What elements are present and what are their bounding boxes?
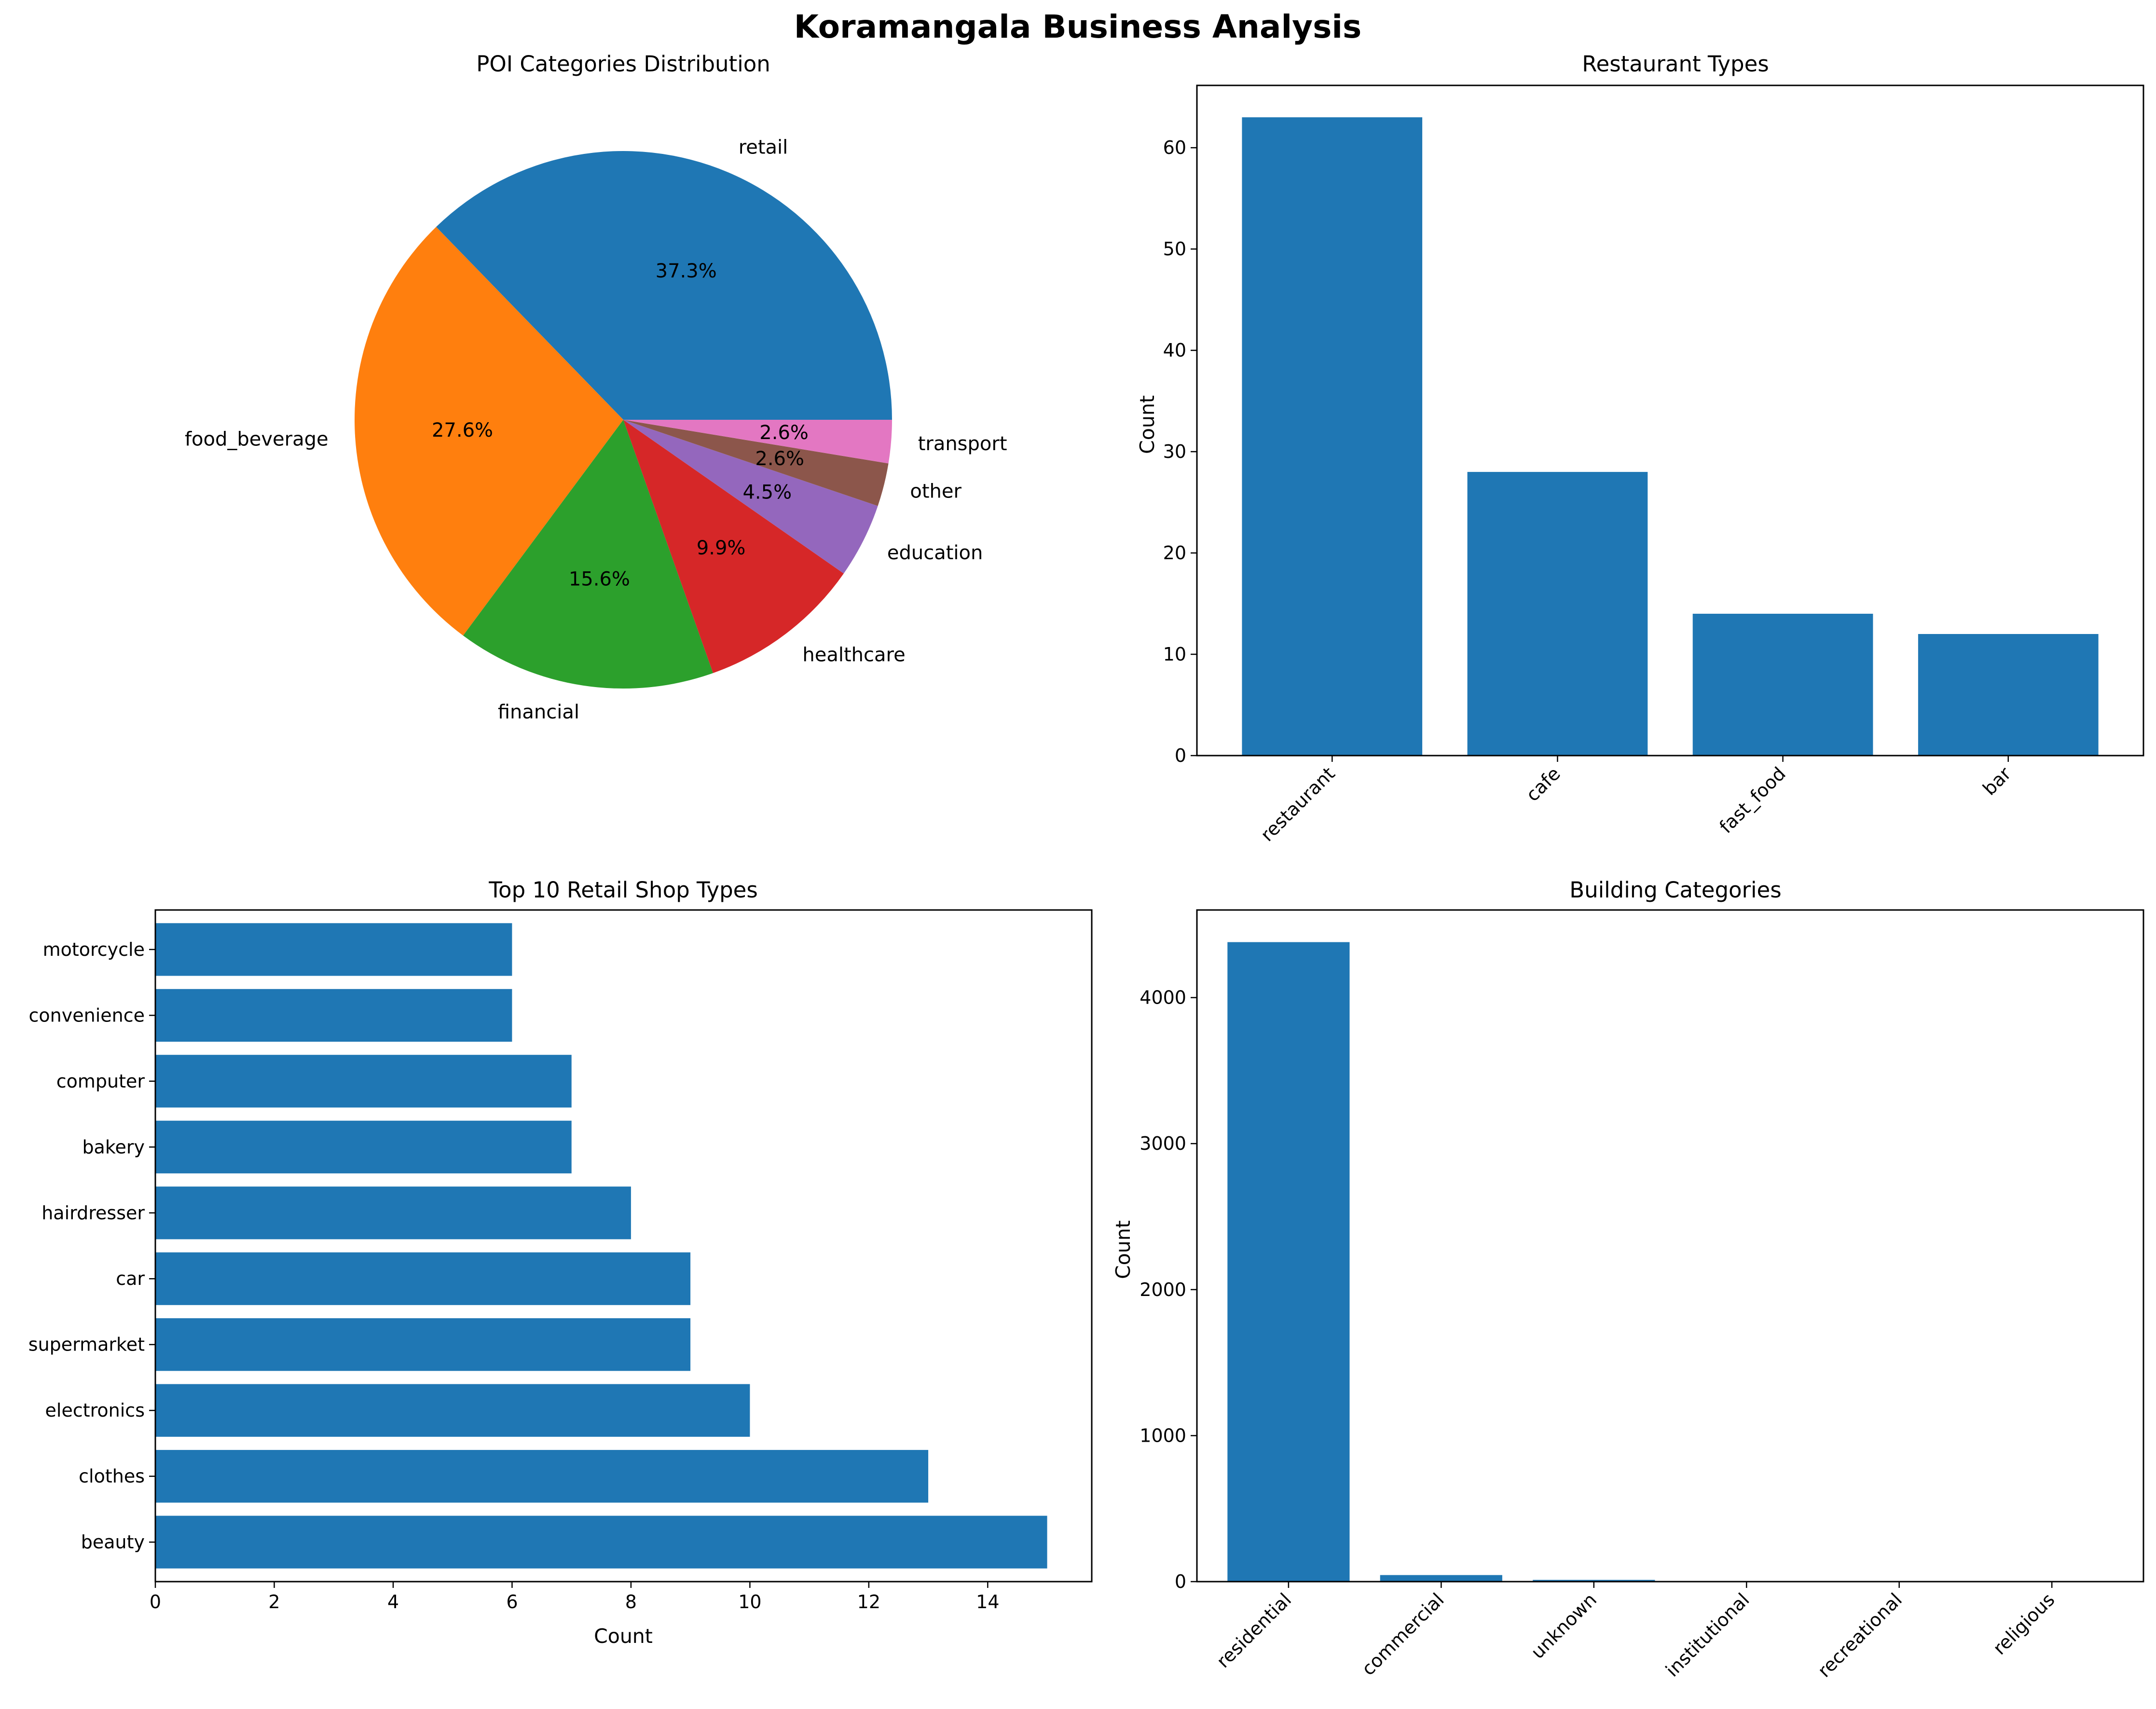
pie-percent-healthcare: 9.9% (697, 537, 746, 559)
restaurant-y-axis-label: Count (1136, 395, 1159, 454)
building-y-tick-label: 4000 (1140, 987, 1186, 1008)
pie-slice-other (623, 420, 889, 506)
restaurant-y-tick-label: 20 (1163, 542, 1186, 564)
building-bar-commercial (1380, 1575, 1502, 1582)
retail-x-tick-label: 2 (268, 1591, 280, 1613)
retail-bar-clothes (155, 1450, 929, 1503)
building-y-axis-label: Count (1112, 1220, 1135, 1279)
retail-chart-title: Top 10 Retail Shop Types (488, 877, 758, 903)
restaurant-y-tick-label: 50 (1163, 238, 1186, 260)
retail-x-tick-label: 10 (738, 1591, 761, 1613)
pie-slice-food-beverage (354, 227, 623, 636)
restaurant-y-tick-label: 40 (1163, 340, 1186, 361)
restaurant-y-tick-label: 60 (1163, 137, 1186, 158)
pie-label-healthcare: healthcare (802, 644, 905, 666)
building-axes-frame (1196, 909, 2144, 1583)
building-bar-residential (1227, 942, 1350, 1582)
retail-x-tick-label: 8 (625, 1591, 637, 1613)
retail-bar-car (155, 1252, 691, 1305)
pie-slice-education (623, 420, 878, 574)
retail-bar-beauty (155, 1516, 1047, 1569)
pie-label-other: other (910, 481, 961, 503)
retail-y-tick-label-electronics: electronics (45, 1400, 145, 1421)
pie-percent-retail: 37.3% (656, 260, 717, 282)
retail-x-tick-label: 14 (976, 1591, 999, 1613)
restaurant-chart-title: Restaurant Types (1582, 51, 1769, 77)
retail-bar-convenience (155, 989, 512, 1042)
retail-y-tick-label-bakery: bakery (82, 1136, 145, 1158)
building-x-tick-label-institutional: institutional (1662, 1589, 1754, 1681)
retail-bar-motorcycle (155, 923, 512, 976)
restaurant-bar-cafe (1467, 472, 1648, 756)
restaurant-y-tick-label: 0 (1175, 745, 1186, 766)
restaurant-x-tick-label-cafe: cafe (1522, 763, 1564, 805)
restaurant-axes-frame (1196, 84, 2144, 757)
pie-percent-other: 2.6% (755, 448, 804, 470)
restaurant-bar-bar (1918, 634, 2099, 756)
pie-slice-healthcare (623, 420, 844, 674)
building-chart-title: Building Categories (1569, 877, 1781, 903)
building-y-tick-label: 2000 (1140, 1279, 1186, 1300)
building-x-tick-label-religious: religious (1989, 1589, 2059, 1659)
retail-bar-computer (155, 1055, 572, 1108)
retail-bar-supermarket (155, 1318, 691, 1371)
retail-axes-frame (154, 909, 1093, 1583)
retail-y-tick-label-supermarket: supermarket (28, 1334, 145, 1355)
restaurant-x-tick-label-fast-food: fast_food (1716, 763, 1790, 837)
pie-percent-financial: 15.6% (569, 568, 630, 591)
retail-bar-electronics (155, 1384, 750, 1437)
retail-x-tick-label: 0 (150, 1591, 161, 1613)
building-x-tick-label-recreational: recreational (1813, 1589, 1906, 1681)
pie-chart-poi-categories: POI Categories Distribution retail 37.3% f… (185, 51, 1007, 723)
restaurant-y-tick-label: 10 (1163, 644, 1186, 665)
restaurant-y-tick-label: 30 (1163, 441, 1186, 462)
pie-label-education: education (887, 542, 983, 564)
retail-y-tick-label-clothes: clothes (79, 1466, 145, 1487)
pie-label-financial: financial (498, 701, 579, 723)
retail-bar-hairdresser (155, 1186, 631, 1240)
pie-slice-transport (623, 420, 892, 464)
building-y-tick-label: 3000 (1140, 1133, 1186, 1154)
pie-label-food-beverage: food_beverage (185, 428, 329, 450)
retail-x-tick-label: 6 (506, 1591, 518, 1613)
pie-percent-education: 4.5% (742, 482, 792, 504)
retail-x-tick-label: 12 (857, 1591, 880, 1613)
pie-percent-food-beverage: 27.6% (432, 419, 493, 441)
retail-bar-bakery (155, 1120, 572, 1173)
building-y-tick-label: 1000 (1140, 1425, 1186, 1446)
building-x-tick-label-unknown: unknown (1527, 1589, 1601, 1663)
bar-chart-retail-shop-types: Top 10 Retail Shop Types Count beauty clo… (28, 877, 1093, 1648)
retail-x-axis-label: Count (594, 1625, 653, 1648)
restaurant-x-tick-label-bar: bar (1978, 763, 2015, 799)
building-y-tick-label: 0 (1175, 1571, 1186, 1592)
pie-chart-title: POI Categories Distribution (476, 51, 770, 77)
pie-percent-transport: 2.6% (759, 422, 809, 444)
pie-slice-retail (436, 151, 892, 420)
pie-slice-financial (463, 420, 714, 689)
retail-y-tick-label-car: car (116, 1268, 145, 1289)
figure-title: Koramangala Business Analysis (794, 8, 1362, 45)
retail-y-tick-label-convenience: convenience (29, 1005, 145, 1026)
building-bar-unknown (1533, 1580, 1655, 1582)
restaurant-bar-fast-food (1692, 614, 1873, 756)
retail-y-tick-label-hairdresser: hairdresser (41, 1202, 145, 1224)
retail-x-tick-label: 4 (387, 1591, 399, 1613)
bar-chart-restaurant-types: Restaurant Types Count 0 10 20 30 40 50 60 rest… (1136, 51, 2144, 845)
pie-label-transport: transport (918, 433, 1007, 455)
restaurant-x-tick-label-restaurant: restaurant (1256, 763, 1339, 845)
bar-chart-building-categories: Building Categories Count 0 1000 2000 3000 4… (1112, 877, 2144, 1681)
retail-y-tick-label-beauty: beauty (81, 1531, 145, 1553)
retail-y-tick-label-computer: computer (56, 1071, 145, 1092)
pie-label-retail: retail (739, 137, 788, 159)
restaurant-bar-restaurant (1242, 117, 1423, 756)
retail-y-tick-label-motorcycle: motorcycle (43, 939, 145, 960)
building-x-tick-label-residential: residential (1212, 1589, 1295, 1672)
building-x-tick-label-commercial: commercial (1358, 1589, 1448, 1680)
